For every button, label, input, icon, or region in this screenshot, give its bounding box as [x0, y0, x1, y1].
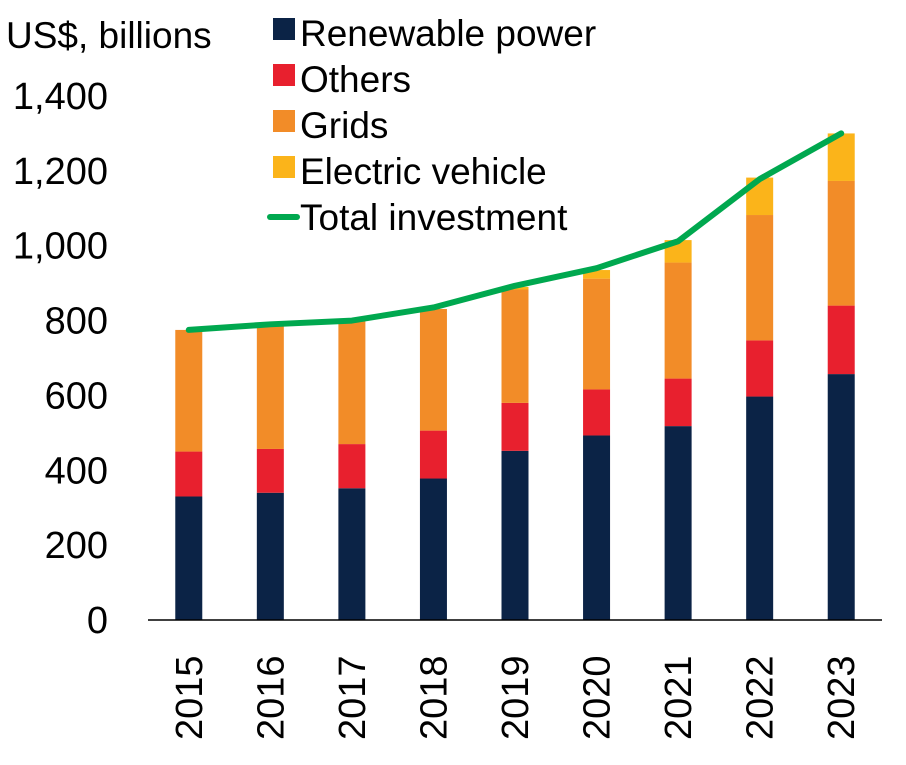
- bar-grids-2018: [419, 308, 447, 431]
- y-tick-label: 1,400: [13, 76, 108, 118]
- x-tick-label: 2016: [250, 655, 292, 740]
- bar-grids-2023: [827, 180, 855, 306]
- bar-others-2017: [338, 444, 366, 489]
- bar-others-2023: [827, 305, 855, 375]
- y-tick-label: 0: [87, 600, 108, 642]
- legend-swatch-others: [273, 64, 295, 86]
- x-tick-label: 2022: [740, 655, 782, 740]
- bar-renewable-power-2021: [664, 426, 692, 620]
- bar-renewable-power-2019: [501, 450, 529, 620]
- bar-grids-2021: [664, 262, 692, 379]
- legend-label-others: Others: [300, 59, 411, 100]
- legend-swatch-renewable-power: [273, 18, 295, 40]
- bar-grids-2020: [583, 278, 611, 390]
- x-tick-label: 2018: [413, 655, 455, 740]
- bar-renewable-power-2023: [827, 374, 855, 620]
- legend: Renewable power Others Grids Electric vehic…: [267, 13, 596, 238]
- y-tick-label: 1,200: [13, 151, 108, 193]
- bar-grids-2022: [746, 215, 774, 341]
- y-tick-label: 600: [45, 375, 108, 417]
- bar-renewable-power-2017: [338, 488, 366, 620]
- legend-swatch-grids: [273, 110, 295, 132]
- bar-others-2020: [583, 389, 611, 436]
- y-tick-label: 800: [45, 301, 108, 343]
- x-tick-label: 2021: [658, 655, 700, 740]
- bar-others-2022: [746, 340, 774, 397]
- bar-renewable-power-2020: [583, 435, 611, 620]
- x-tick-label: 2017: [332, 655, 374, 740]
- y-tick-label: 1,000: [13, 226, 108, 268]
- y-tick-label: 400: [45, 450, 108, 492]
- legend-label-electric-vehicle: Electric vehicle: [300, 151, 547, 192]
- bar-grids-2015: [175, 329, 203, 452]
- bar-renewable-power-2016: [256, 492, 284, 620]
- legend-label-renewable-power: Renewable power: [300, 13, 596, 54]
- y-axis-unit-label: US$, billions: [6, 15, 212, 56]
- bar-renewable-power-2018: [419, 478, 447, 620]
- legend-label-total-investment: Total investment: [300, 197, 568, 238]
- legend-label-grids: Grids: [300, 105, 388, 146]
- bar-grids-2017: [338, 320, 366, 445]
- bar-renewable-power-2022: [746, 396, 774, 620]
- x-tick-label: 2015: [169, 655, 211, 740]
- bar-grids-2019: [501, 289, 529, 403]
- x-tick-label: 2019: [495, 655, 537, 740]
- bar-others-2019: [501, 402, 529, 451]
- x-tick-label: 2023: [821, 655, 863, 740]
- y-tick-label: 200: [45, 525, 108, 567]
- bar-others-2018: [419, 430, 447, 479]
- total-investment-line: [185, 130, 845, 333]
- bar-others-2015: [175, 451, 203, 497]
- bar-electric-vehicle-2020: [583, 270, 611, 279]
- x-axis-ticks: 2015 2016 2017 2018 2019 2020 2021 2022 2023: [169, 655, 863, 740]
- bar-others-2021: [664, 378, 692, 427]
- x-tick-label: 2020: [577, 655, 619, 740]
- legend-swatch-electric-vehicle: [273, 156, 295, 178]
- bar-others-2016: [256, 448, 284, 493]
- bar-renewable-power-2015: [175, 496, 203, 620]
- y-axis-ticks: 0 200 400 600 800 1,000 1,200 1,400: [13, 76, 108, 642]
- bar-grids-2016: [256, 325, 284, 449]
